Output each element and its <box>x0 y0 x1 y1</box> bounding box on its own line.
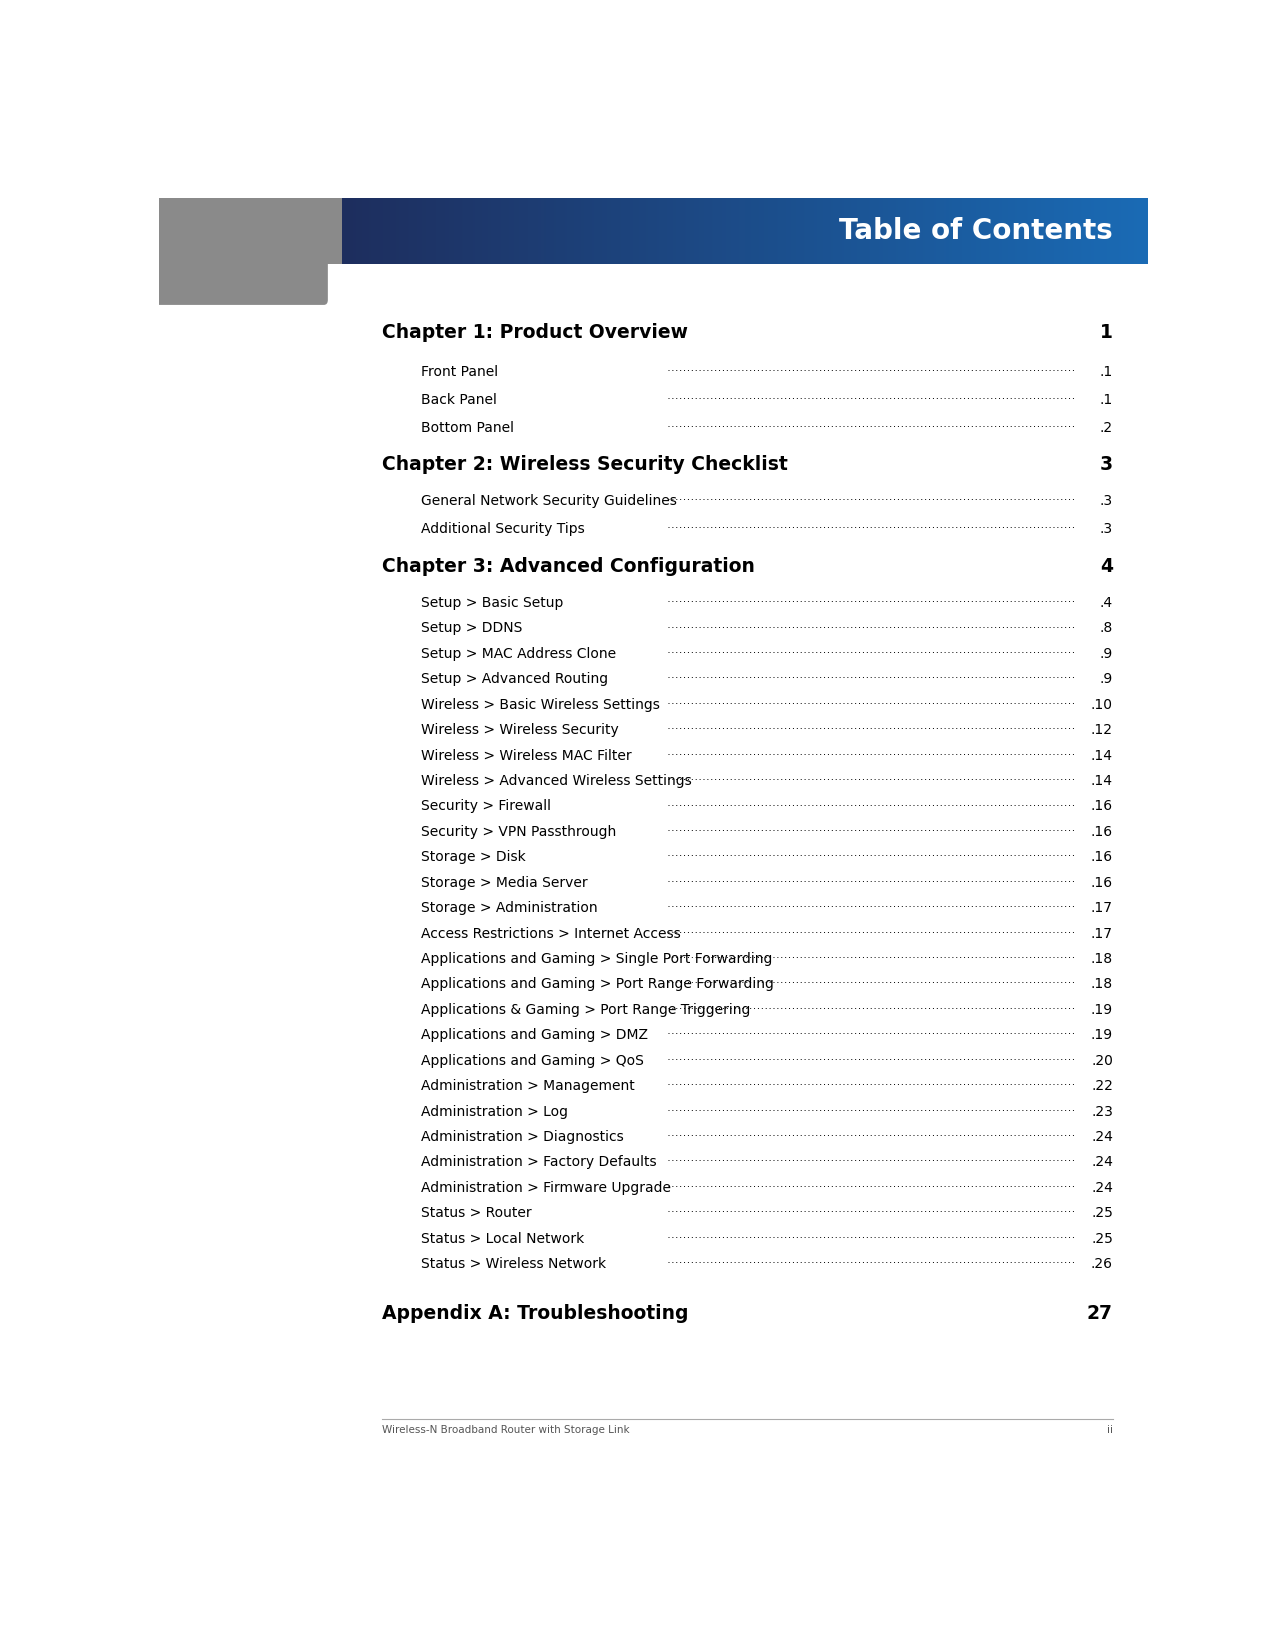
Text: .24: .24 <box>1091 1129 1113 1144</box>
Text: Chapter 3: Advanced Configuration: Chapter 3: Advanced Configuration <box>381 556 755 576</box>
Text: General Network Security Guidelines: General Network Security Guidelines <box>421 494 677 509</box>
Text: Wireless > Advanced Wireless Settings: Wireless > Advanced Wireless Settings <box>421 774 692 788</box>
Text: .1: .1 <box>1099 393 1113 406</box>
Text: 3: 3 <box>1100 456 1113 474</box>
Bar <box>159 198 342 264</box>
Text: .23: .23 <box>1091 1105 1113 1118</box>
Text: Applications & Gaming > Port Range Triggering: Applications & Gaming > Port Range Trigg… <box>421 1002 751 1017</box>
Text: Applications and Gaming > Port Range Forwarding: Applications and Gaming > Port Range For… <box>421 977 774 991</box>
Text: .8: .8 <box>1099 621 1113 636</box>
Text: .10: .10 <box>1091 698 1113 712</box>
Text: .25: .25 <box>1091 1207 1113 1220</box>
Text: Chapter 2: Wireless Security Checklist: Chapter 2: Wireless Security Checklist <box>381 456 788 474</box>
Text: .12: .12 <box>1091 723 1113 736</box>
Text: .18: .18 <box>1091 977 1113 991</box>
Text: .3: .3 <box>1100 494 1113 509</box>
Text: Applications and Gaming > Single Port Forwarding: Applications and Gaming > Single Port Fo… <box>421 953 773 966</box>
Text: Chapter 1: Product Overview: Chapter 1: Product Overview <box>381 324 687 342</box>
Text: Wireless > Wireless MAC Filter: Wireless > Wireless MAC Filter <box>421 748 632 763</box>
Text: Administration > Factory Defaults: Administration > Factory Defaults <box>421 1156 657 1169</box>
Text: Setup > DDNS: Setup > DDNS <box>421 621 523 636</box>
Text: ii: ii <box>1107 1425 1113 1435</box>
Text: .16: .16 <box>1091 875 1113 890</box>
Text: Additional Security Tips: Additional Security Tips <box>421 522 585 537</box>
Text: Wireless > Basic Wireless Settings: Wireless > Basic Wireless Settings <box>421 698 660 712</box>
Text: .3: .3 <box>1100 522 1113 537</box>
Text: Status > Wireless Network: Status > Wireless Network <box>421 1256 607 1271</box>
Text: Storage > Disk: Storage > Disk <box>421 850 527 863</box>
Text: Administration > Log: Administration > Log <box>421 1105 569 1118</box>
Text: Back Panel: Back Panel <box>421 393 497 406</box>
Text: .19: .19 <box>1091 1029 1113 1042</box>
Text: Appendix A: Troubleshooting: Appendix A: Troubleshooting <box>381 1304 688 1322</box>
Text: Storage > Administration: Storage > Administration <box>421 901 598 915</box>
Text: 4: 4 <box>1100 556 1113 576</box>
Text: Administration > Diagnostics: Administration > Diagnostics <box>421 1129 623 1144</box>
Text: .16: .16 <box>1091 826 1113 839</box>
Text: .18: .18 <box>1091 953 1113 966</box>
Text: .20: .20 <box>1091 1053 1113 1068</box>
Text: Administration > Management: Administration > Management <box>421 1080 635 1093</box>
Text: .26: .26 <box>1091 1256 1113 1271</box>
Text: .9: .9 <box>1099 647 1113 660</box>
Text: 27: 27 <box>1086 1304 1113 1322</box>
Text: Bottom Panel: Bottom Panel <box>421 421 514 434</box>
Text: Setup > Advanced Routing: Setup > Advanced Routing <box>421 672 608 687</box>
Text: .14: .14 <box>1091 748 1113 763</box>
Text: Applications and Gaming > DMZ: Applications and Gaming > DMZ <box>421 1029 648 1042</box>
Text: .4: .4 <box>1100 596 1113 609</box>
Text: .14: .14 <box>1091 774 1113 788</box>
Text: Wireless-N Broadband Router with Storage Link: Wireless-N Broadband Router with Storage… <box>381 1425 630 1435</box>
Text: Security > Firewall: Security > Firewall <box>421 799 551 814</box>
Text: .1: .1 <box>1099 365 1113 378</box>
Text: .22: .22 <box>1091 1080 1113 1093</box>
Text: Status > Local Network: Status > Local Network <box>421 1232 584 1245</box>
Text: Setup > MAC Address Clone: Setup > MAC Address Clone <box>421 647 616 660</box>
Text: Storage > Media Server: Storage > Media Server <box>421 875 588 890</box>
Text: Setup > Basic Setup: Setup > Basic Setup <box>421 596 564 609</box>
Text: 1: 1 <box>1100 324 1113 342</box>
Text: Access Restrictions > Internet Access: Access Restrictions > Internet Access <box>421 926 681 941</box>
Text: Administration > Firmware Upgrade: Administration > Firmware Upgrade <box>421 1180 671 1195</box>
Text: Table of Contents: Table of Contents <box>839 218 1113 244</box>
Text: .25: .25 <box>1091 1232 1113 1245</box>
Text: .2: .2 <box>1100 421 1113 434</box>
Text: .16: .16 <box>1091 850 1113 863</box>
Text: Status > Router: Status > Router <box>421 1207 532 1220</box>
Text: Security > VPN Passthrough: Security > VPN Passthrough <box>421 826 617 839</box>
Text: .19: .19 <box>1091 1002 1113 1017</box>
Text: .24: .24 <box>1091 1180 1113 1195</box>
FancyBboxPatch shape <box>156 259 328 305</box>
Text: .17: .17 <box>1091 901 1113 915</box>
Text: .9: .9 <box>1099 672 1113 687</box>
Text: Applications and Gaming > QoS: Applications and Gaming > QoS <box>421 1053 644 1068</box>
Text: Wireless > Wireless Security: Wireless > Wireless Security <box>421 723 618 736</box>
Text: .17: .17 <box>1091 926 1113 941</box>
Text: Front Panel: Front Panel <box>421 365 499 378</box>
Text: .16: .16 <box>1091 799 1113 814</box>
Text: .24: .24 <box>1091 1156 1113 1169</box>
